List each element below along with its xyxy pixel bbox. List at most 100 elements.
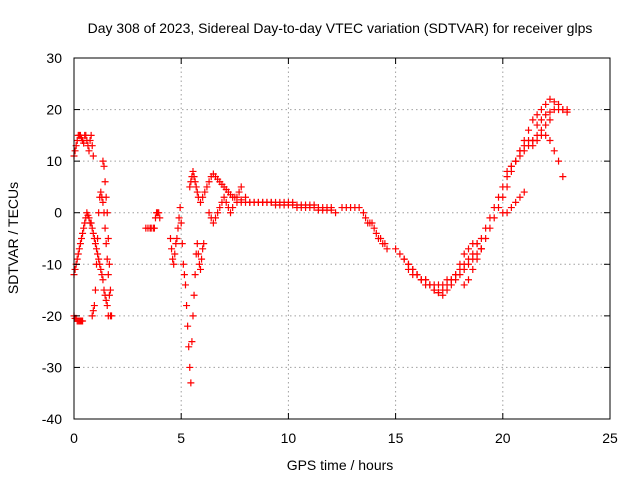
data-point (170, 260, 178, 268)
data-point (546, 137, 554, 145)
data-point (456, 265, 464, 273)
data-point (99, 276, 107, 284)
y-tick-label: -30 (42, 359, 62, 375)
data-point (525, 126, 533, 134)
data-point (184, 322, 192, 330)
data-point (355, 204, 363, 212)
data-point (168, 245, 176, 253)
data-point (529, 142, 537, 150)
data-point (368, 219, 376, 227)
data-point (327, 206, 335, 214)
data-point (71, 265, 79, 273)
data-point (93, 260, 101, 268)
x-axis-label: GPS time / hours (287, 457, 394, 473)
y-tick-label: 20 (46, 102, 62, 118)
data-point (189, 312, 197, 320)
data-point (464, 276, 472, 284)
data-point (183, 302, 191, 310)
data-point (499, 193, 507, 201)
y-tick-label: 30 (46, 50, 62, 66)
y-tick-label: 0 (54, 205, 62, 221)
data-point (400, 255, 408, 263)
data-point (196, 198, 204, 206)
data-point (89, 307, 97, 315)
data-point (396, 250, 404, 258)
data-point (181, 281, 189, 289)
data-point (74, 250, 82, 258)
x-tick-label: 15 (388, 430, 404, 446)
series-arc19 (533, 106, 571, 129)
data-point (186, 363, 194, 371)
data-point (370, 224, 378, 232)
series-arc17 (503, 137, 537, 175)
data-point (203, 183, 211, 191)
data-point (103, 209, 111, 217)
data-point (100, 286, 108, 294)
data-point (185, 343, 193, 351)
data-point (193, 240, 201, 248)
data-point (188, 338, 196, 346)
data-point (200, 240, 208, 248)
series-arc3 (70, 312, 87, 325)
series-arc8 (186, 167, 245, 206)
series-arc18 (529, 131, 567, 181)
data-point (413, 271, 421, 279)
data-point (377, 235, 385, 242)
data-point (477, 245, 485, 253)
data-point (392, 245, 400, 253)
data-point (546, 116, 554, 124)
data-point (89, 229, 97, 237)
data-point (201, 188, 209, 196)
data-point (89, 152, 97, 160)
data-point (473, 255, 481, 263)
data-point (439, 281, 447, 289)
data-points (70, 95, 571, 387)
data-point (76, 240, 84, 248)
data-point (542, 111, 550, 119)
data-point (332, 209, 340, 217)
series-arc5 (99, 157, 116, 320)
data-point (507, 204, 515, 212)
grid (74, 58, 610, 419)
data-point (191, 178, 199, 186)
data-point (209, 219, 217, 227)
data-point (289, 201, 297, 209)
data-point (383, 245, 391, 253)
data-point (434, 289, 442, 297)
data-point (503, 209, 511, 217)
series-arc10 (237, 198, 340, 217)
data-point (267, 198, 275, 206)
data-point (192, 183, 200, 191)
data-point (189, 167, 197, 175)
data-point (155, 209, 163, 217)
data-point (507, 162, 515, 170)
data-point (542, 100, 550, 108)
data-point (469, 265, 477, 273)
data-point (529, 116, 537, 124)
data-point (171, 250, 179, 258)
data-point (177, 219, 185, 227)
data-point (169, 255, 177, 263)
data-point (460, 250, 468, 258)
data-point (516, 193, 524, 201)
data-point (439, 291, 447, 299)
data-point (473, 240, 481, 248)
data-point (447, 276, 455, 284)
data-point (103, 255, 111, 263)
data-point (102, 240, 110, 248)
data-point (104, 271, 112, 279)
data-point (166, 235, 174, 242)
data-point (460, 281, 468, 289)
axis-ticks: 0 5 10 15 20 25 -40 -30 -20 -10 0 10 20 30 (42, 50, 618, 446)
data-point (156, 214, 164, 222)
data-point (220, 193, 228, 201)
data-point (198, 255, 206, 263)
data-point (102, 296, 110, 304)
data-point (199, 245, 207, 253)
data-point (173, 235, 181, 242)
y-tick-label: -20 (42, 308, 62, 324)
data-point (175, 214, 183, 222)
series-arc4 (88, 188, 114, 320)
data-point (94, 235, 102, 242)
